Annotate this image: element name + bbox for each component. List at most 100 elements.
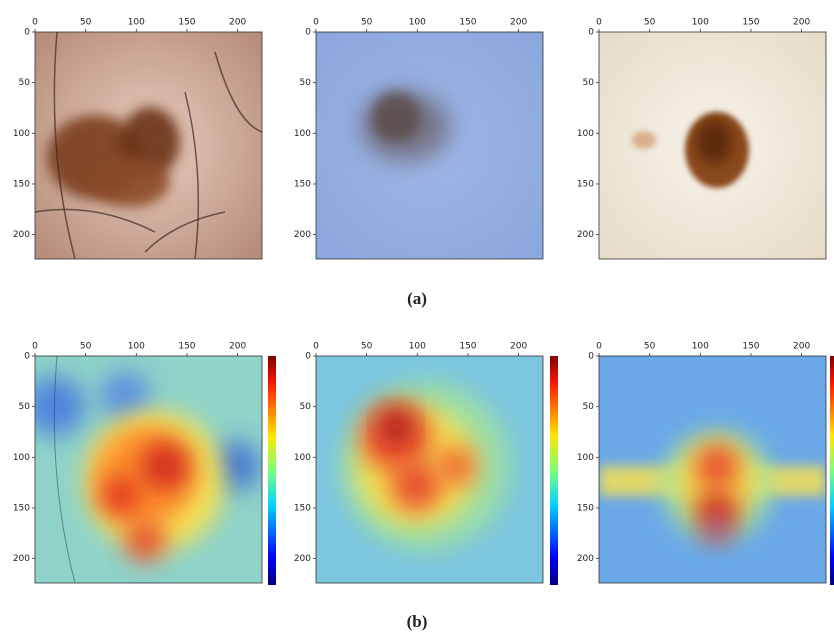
x-tick-label: 100	[128, 18, 145, 28]
heat-blob	[125, 521, 165, 561]
y-tick-label: 150	[577, 503, 594, 513]
y-tick-label: 50	[583, 78, 595, 88]
colorbar	[830, 356, 834, 585]
caption: (a)	[407, 289, 427, 308]
x-tick-label: 150	[742, 342, 759, 352]
x-tick-label: 100	[409, 342, 426, 352]
panel-frame	[34, 31, 263, 260]
y-tick-label: 200	[577, 230, 594, 240]
y-tick-label: 100	[294, 453, 311, 463]
y-tick-label: 50	[583, 402, 595, 412]
y-tick-label: 100	[577, 453, 594, 463]
panel-frame	[598, 31, 827, 260]
lesion	[90, 157, 170, 207]
x-tick-label: 150	[178, 342, 195, 352]
x-tick-label: 200	[793, 342, 810, 352]
y-tick-label: 0	[24, 352, 30, 362]
colorbar	[550, 356, 558, 585]
x-tick-label: 200	[229, 342, 246, 352]
image-panel	[316, 356, 543, 583]
y-tick-label: 100	[294, 129, 311, 139]
x-tick-label: 50	[361, 18, 373, 28]
image-panel	[35, 356, 262, 583]
y-tick-label: 150	[13, 179, 30, 189]
heat-blob	[35, 376, 85, 436]
image-panel	[35, 32, 262, 259]
y-tick-label: 200	[13, 230, 30, 240]
y-tick-label: 0	[24, 28, 30, 38]
y-tick-label: 0	[588, 28, 594, 38]
hair	[144, 211, 226, 253]
heat-blob	[703, 517, 731, 545]
image-panel	[316, 32, 543, 259]
x-tick-label: 0	[596, 18, 602, 28]
panel-frame	[315, 355, 544, 584]
y-tick-label: 150	[577, 179, 594, 189]
y-tick-label: 50	[300, 402, 312, 412]
x-tick-label: 0	[313, 18, 319, 28]
y-tick-label: 0	[305, 28, 311, 38]
x-tick-label: 150	[459, 18, 476, 28]
panel-frame	[34, 355, 263, 584]
y-tick-label: 100	[577, 129, 594, 139]
x-tick-label: 50	[361, 342, 373, 352]
hair	[184, 91, 200, 259]
x-tick-label: 200	[510, 342, 527, 352]
y-tick-label: 100	[13, 129, 30, 139]
y-tick-label: 0	[305, 352, 311, 362]
x-tick-label: 100	[409, 18, 426, 28]
heat-blob	[695, 444, 739, 488]
x-tick-label: 200	[510, 18, 527, 28]
x-tick-label: 0	[32, 18, 38, 28]
x-tick-label: 100	[692, 342, 709, 352]
hair	[53, 356, 76, 583]
y-tick-label: 200	[294, 230, 311, 240]
heat-blob	[100, 476, 140, 516]
x-tick-label: 100	[692, 18, 709, 28]
y-tick-label: 150	[294, 503, 311, 513]
y-tick-label: 150	[294, 179, 311, 189]
x-tick-label: 150	[178, 18, 195, 28]
hair	[53, 32, 76, 259]
y-tick-label: 50	[19, 78, 31, 88]
x-tick-label: 150	[742, 18, 759, 28]
lesion	[371, 92, 421, 142]
lesion	[696, 120, 732, 164]
hair	[35, 208, 156, 233]
caption: (b)	[407, 612, 428, 631]
panel-frame	[315, 31, 544, 260]
x-tick-label: 50	[80, 342, 92, 352]
x-tick-label: 200	[793, 18, 810, 28]
y-tick-label: 0	[588, 352, 594, 362]
heat-blob	[436, 446, 476, 486]
heat-blob	[140, 441, 190, 491]
x-tick-label: 100	[128, 342, 145, 352]
x-tick-label: 150	[459, 342, 476, 352]
panel-frame	[598, 355, 827, 584]
y-tick-label: 200	[294, 554, 311, 564]
heat-blob	[391, 461, 441, 511]
y-tick-label: 100	[13, 453, 30, 463]
x-tick-label: 50	[644, 18, 656, 28]
colorbar	[268, 356, 276, 585]
x-tick-label: 0	[32, 342, 38, 352]
y-tick-label: 50	[300, 78, 312, 88]
y-tick-label: 150	[13, 503, 30, 513]
heat-blob	[695, 489, 739, 533]
image-panel	[599, 32, 826, 259]
heat-blob	[100, 371, 150, 421]
x-tick-label: 50	[80, 18, 92, 28]
y-tick-label: 50	[19, 402, 31, 412]
hair	[214, 51, 262, 133]
x-tick-label: 0	[313, 342, 319, 352]
x-tick-label: 200	[229, 18, 246, 28]
x-tick-label: 50	[644, 342, 656, 352]
spot	[632, 131, 656, 149]
y-tick-label: 200	[577, 554, 594, 564]
y-tick-label: 200	[13, 554, 30, 564]
x-tick-label: 0	[596, 342, 602, 352]
image-panel	[599, 356, 826, 583]
heat-blob	[381, 411, 411, 441]
